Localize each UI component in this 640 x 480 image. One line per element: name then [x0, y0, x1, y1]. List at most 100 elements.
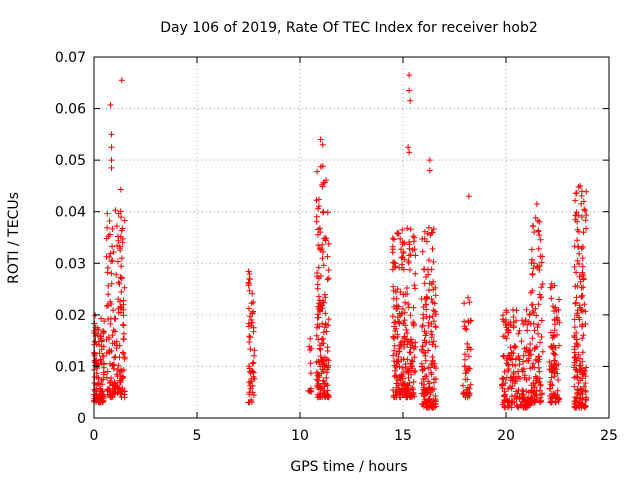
- data-point: [112, 353, 119, 360]
- data-point: [527, 341, 534, 347]
- data-point: [461, 363, 468, 370]
- data-point: [394, 377, 401, 384]
- data-point: [529, 364, 536, 370]
- data-point: [428, 266, 435, 273]
- data-point: [582, 217, 589, 224]
- data-point: [315, 205, 322, 212]
- data-point: [573, 399, 580, 406]
- data-point: [420, 393, 427, 400]
- data-point: [538, 391, 545, 398]
- data-point: [112, 315, 119, 322]
- data-point: [323, 328, 330, 335]
- data-point: [314, 285, 321, 292]
- data-point: [402, 299, 409, 306]
- data-point: [551, 357, 558, 364]
- data-point: [499, 375, 506, 382]
- data-point: [419, 343, 426, 350]
- data-point: [516, 356, 523, 363]
- data-point: [575, 380, 582, 386]
- data-point: [501, 403, 508, 410]
- data-point: [533, 201, 540, 207]
- data-point: [324, 392, 330, 399]
- data-point: [554, 331, 560, 338]
- data-point: [422, 373, 428, 380]
- data-point: [535, 228, 542, 235]
- data-point: [465, 193, 472, 200]
- data-point: [114, 242, 121, 249]
- data-point: [112, 207, 119, 214]
- data-point: [111, 361, 118, 368]
- y-tick-label: 0.07: [55, 50, 86, 66]
- data-point: [552, 321, 558, 328]
- data-point: [531, 229, 538, 236]
- data-point: [547, 329, 554, 336]
- data-point: [307, 347, 313, 353]
- data-point: [404, 330, 411, 336]
- data-point: [103, 374, 110, 381]
- data-point: [426, 157, 433, 164]
- data-point: [573, 329, 580, 336]
- data-point: [576, 250, 583, 257]
- data-point: [307, 360, 314, 367]
- data-point: [250, 308, 257, 315]
- data-point: [502, 380, 509, 386]
- data-point: [407, 344, 414, 351]
- data-point: [552, 351, 559, 358]
- data-point: [249, 290, 256, 297]
- data-point: [510, 350, 517, 357]
- data-point: [551, 373, 558, 380]
- data-point: [573, 269, 580, 276]
- data-point: [431, 300, 438, 307]
- data-point: [106, 380, 113, 386]
- data-point: [398, 371, 405, 378]
- data-point: [246, 313, 253, 320]
- data-point: [324, 382, 331, 389]
- data-point: [401, 333, 408, 340]
- data-point: [314, 168, 321, 175]
- data-point: [319, 141, 326, 148]
- data-point: [510, 324, 517, 331]
- data-point: [523, 306, 530, 313]
- data-point: [321, 291, 328, 298]
- data-point: [420, 349, 427, 356]
- data-point: [116, 280, 123, 287]
- data-point: [113, 271, 120, 278]
- data-point: [395, 230, 402, 237]
- data-point: [528, 260, 535, 266]
- data-point: [246, 333, 253, 340]
- data-point: [393, 363, 400, 370]
- data-point: [422, 357, 429, 364]
- data-point: [99, 353, 106, 360]
- data-point: [406, 239, 413, 246]
- data-point: [118, 263, 125, 270]
- data-point: [580, 243, 586, 250]
- x-tick-label: 20: [497, 428, 515, 444]
- y-tick-label: 0.01: [55, 359, 86, 375]
- data-point: [538, 334, 545, 340]
- data-point: [113, 345, 120, 352]
- data-point: [411, 354, 418, 361]
- data-point: [507, 319, 514, 326]
- data-point: [535, 301, 542, 308]
- data-point: [250, 392, 257, 399]
- data-point: [96, 381, 103, 388]
- data-point: [405, 301, 412, 307]
- data-point: [100, 328, 106, 334]
- data-point: [320, 329, 327, 336]
- x-tick-label: 25: [600, 428, 618, 444]
- data-point: [108, 164, 115, 171]
- data-point: [405, 258, 412, 264]
- data-point: [550, 303, 556, 310]
- data-point: [248, 316, 255, 323]
- data-point: [119, 235, 126, 242]
- data-point: [320, 248, 326, 255]
- data-point: [325, 322, 332, 329]
- data-point: [555, 377, 562, 383]
- data-point: [421, 266, 428, 273]
- data-point: [465, 294, 472, 301]
- data-point: [246, 271, 253, 277]
- data-point: [317, 308, 324, 315]
- data-point: [430, 286, 437, 293]
- data-point: [432, 311, 439, 318]
- data-point: [401, 383, 408, 390]
